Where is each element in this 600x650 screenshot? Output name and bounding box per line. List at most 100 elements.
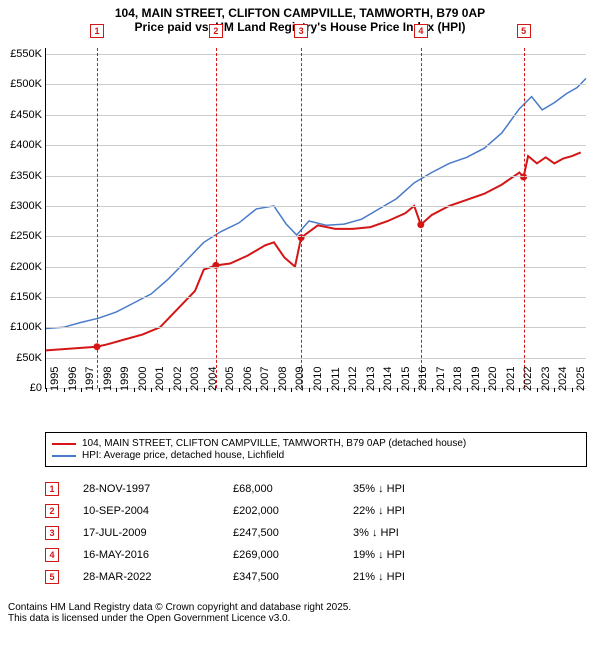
series-line-price_paid — [46, 152, 581, 350]
event-row: 2 10-SEP-2004£202,00022% ↓ HPI — [45, 500, 453, 522]
y-tick-label: £50K — [0, 352, 42, 364]
event-marker: 4 — [45, 548, 59, 562]
legend-swatch — [52, 443, 76, 445]
event-row: 1 28-NOV-1997£68,00035% ↓ HPI — [45, 478, 453, 500]
x-tick-label: 2014 — [382, 367, 394, 391]
x-tick-label: 2000 — [137, 367, 149, 391]
x-tick-label: 2016 — [417, 367, 429, 391]
gridline — [46, 206, 586, 207]
event-row: 4 16-MAY-2016£269,00019% ↓ HPI — [45, 544, 453, 566]
event-vline — [216, 48, 217, 388]
event-diff: 3% ↓ HPI — [353, 527, 453, 539]
legend-row: HPI: Average price, detached house, Lich… — [52, 450, 580, 461]
event-vline — [301, 48, 302, 388]
event-marker-chart: 2 — [209, 24, 223, 38]
event-price: £68,000 — [233, 483, 353, 495]
plot-region: 12345 — [45, 48, 586, 389]
event-marker-chart: 1 — [90, 24, 104, 38]
y-tick-label: £150K — [0, 291, 42, 303]
legend-box: 104, MAIN STREET, CLIFTON CAMPVILLE, TAM… — [45, 432, 587, 467]
event-price: £269,000 — [233, 549, 353, 561]
x-tick-label: 2005 — [224, 367, 236, 391]
events-table: 1 28-NOV-1997£68,00035% ↓ HPI 2 10-SEP-2004… — [45, 478, 453, 588]
x-tick-label: 2025 — [575, 367, 587, 391]
x-tick-label: 2002 — [172, 367, 184, 391]
event-diff: 21% ↓ HPI — [353, 571, 453, 583]
x-tick-label: 2003 — [189, 367, 201, 391]
x-tick-label: 2008 — [277, 367, 289, 391]
gridline — [46, 115, 586, 116]
legend-label: 104, MAIN STREET, CLIFTON CAMPVILLE, TAM… — [82, 438, 466, 449]
footer-line2: This data is licensed under the Open Gov… — [8, 613, 351, 624]
x-tick-label: 1995 — [49, 367, 61, 391]
y-tick-label: £550K — [0, 48, 42, 60]
event-price: £247,500 — [233, 527, 353, 539]
x-tick-label: 2006 — [242, 367, 254, 391]
y-tick-label: £100K — [0, 321, 42, 333]
x-tick-label: 2007 — [259, 367, 271, 391]
gridline — [46, 54, 586, 55]
x-tick-label: 2018 — [452, 367, 464, 391]
footer-line1: Contains HM Land Registry data © Crown c… — [8, 602, 351, 613]
event-date: 16-MAY-2016 — [83, 549, 233, 561]
event-price: £202,000 — [233, 505, 353, 517]
event-vline — [97, 48, 98, 388]
event-vline — [524, 48, 525, 388]
event-diff: 35% ↓ HPI — [353, 483, 453, 495]
event-row: 3 17-JUL-2009£247,5003% ↓ HPI — [45, 522, 453, 544]
legend-label: HPI: Average price, detached house, Lich… — [82, 450, 284, 461]
gridline — [46, 84, 586, 85]
y-tick-label: £0 — [0, 382, 42, 394]
x-tick-label: 1996 — [67, 367, 79, 391]
gridline — [46, 267, 586, 268]
legend-swatch — [52, 455, 76, 457]
x-tick-label: 2019 — [470, 367, 482, 391]
y-tick-label: £500K — [0, 78, 42, 90]
x-tick-label: 2017 — [435, 367, 447, 391]
gridline — [46, 236, 586, 237]
x-tick-label: 1997 — [84, 367, 96, 391]
y-tick-label: £400K — [0, 139, 42, 151]
event-date: 17-JUL-2009 — [83, 527, 233, 539]
event-marker-chart: 4 — [414, 24, 428, 38]
event-price: £347,500 — [233, 571, 353, 583]
x-tick-label: 2024 — [557, 367, 569, 391]
gridline — [46, 176, 586, 177]
event-diff: 22% ↓ HPI — [353, 505, 453, 517]
chart-area: 12345 £0£50K£100K£150K£200K£250K£300K£35… — [45, 48, 585, 388]
x-tick-label: 2022 — [522, 367, 534, 391]
x-tick-label: 2004 — [207, 367, 219, 391]
y-tick-label: £250K — [0, 230, 42, 242]
event-diff: 19% ↓ HPI — [353, 549, 453, 561]
title-address: 104, MAIN STREET, CLIFTON CAMPVILLE, TAM… — [0, 6, 600, 20]
y-tick-label: £450K — [0, 109, 42, 121]
event-date: 10-SEP-2004 — [83, 505, 233, 517]
event-date: 28-NOV-1997 — [83, 483, 233, 495]
x-tick-label: 2015 — [400, 367, 412, 391]
gridline — [46, 297, 586, 298]
event-date: 28-MAR-2022 — [83, 571, 233, 583]
series-line-hpi — [46, 78, 586, 328]
gridline — [46, 327, 586, 328]
y-tick-label: £350K — [0, 170, 42, 182]
x-tick-label: 2020 — [487, 367, 499, 391]
y-tick-label: £300K — [0, 200, 42, 212]
x-tick-label: 2013 — [365, 367, 377, 391]
chart-svg — [46, 48, 586, 388]
event-marker: 5 — [45, 570, 59, 584]
x-tick-label: 1998 — [102, 367, 114, 391]
y-tick-label: £200K — [0, 261, 42, 273]
legend-row: 104, MAIN STREET, CLIFTON CAMPVILLE, TAM… — [52, 438, 580, 449]
gridline — [46, 145, 586, 146]
x-tick-label: 2023 — [540, 367, 552, 391]
event-marker: 1 — [45, 482, 59, 496]
event-vline — [421, 48, 422, 388]
event-marker-chart: 3 — [294, 24, 308, 38]
x-tick-label: 2001 — [154, 367, 166, 391]
x-tick-label: 2012 — [347, 367, 359, 391]
event-marker: 2 — [45, 504, 59, 518]
x-tick-label: 2009 — [294, 367, 306, 391]
x-tick-label: 1999 — [119, 367, 131, 391]
chart-container: 104, MAIN STREET, CLIFTON CAMPVILLE, TAM… — [0, 0, 600, 650]
event-marker: 3 — [45, 526, 59, 540]
